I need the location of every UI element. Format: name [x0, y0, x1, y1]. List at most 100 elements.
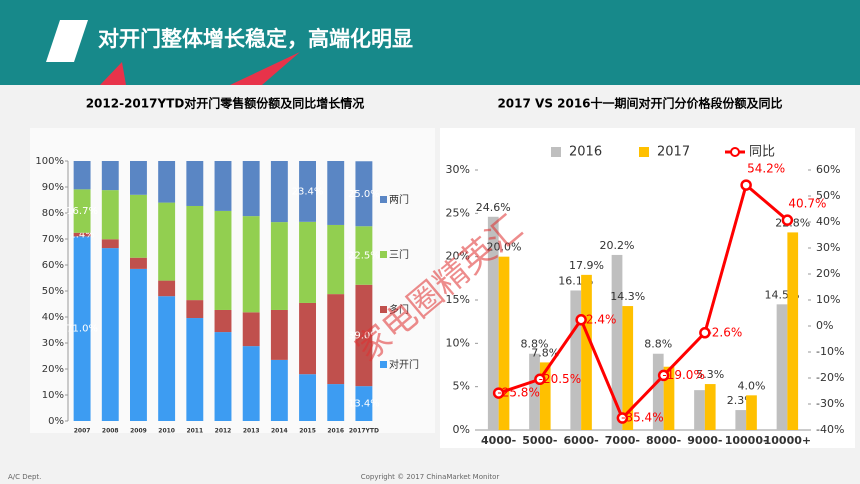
bar-segment: [73, 236, 91, 421]
bar-segment: [186, 318, 204, 421]
bar-segment: [158, 280, 176, 297]
data-label: 40.7%: [788, 197, 826, 211]
y2-tick-label: 50%: [816, 189, 840, 202]
bar-segment: [270, 309, 288, 360]
data-label: 16.7%: [66, 206, 98, 217]
x-tick-label: 2008: [102, 428, 119, 435]
bar: [746, 395, 757, 430]
y-tick-label: 10%: [446, 336, 470, 349]
bar: [487, 216, 499, 430]
line-marker: [575, 314, 587, 326]
x-tick-label: 6000-: [564, 434, 599, 447]
bar-segment: [270, 359, 288, 421]
data-label: -20.5%: [539, 372, 581, 386]
bar-segment: [158, 202, 176, 281]
bar: [663, 366, 675, 430]
bar: [776, 304, 788, 430]
data-label: -2.6%: [707, 325, 742, 339]
legend-label: 同比: [749, 145, 775, 160]
bar-segment: [299, 302, 316, 375]
x-tick-label: 2016: [327, 428, 344, 435]
bar-segment: [73, 161, 91, 190]
y2-tick-label: 20%: [816, 267, 840, 280]
bar: [787, 232, 799, 430]
x-tick-label: 10000+: [764, 434, 812, 447]
legend-swatch: [380, 196, 387, 203]
data-label: 5.3%: [696, 368, 724, 381]
bar-segment: [214, 309, 232, 333]
decor: [230, 52, 300, 85]
bar-segment: [299, 374, 316, 421]
data-label: 23.4%: [292, 186, 324, 197]
y-tick-label: 60%: [42, 260, 64, 271]
bar-segment: [242, 346, 260, 421]
y-tick-label: 30%: [42, 338, 64, 349]
legend-label: 多门: [389, 303, 409, 316]
bar-segment: [158, 296, 176, 421]
bar: [622, 306, 634, 430]
bar-segment: [130, 194, 147, 258]
data-label: -25.8%: [497, 386, 539, 400]
data-label: 14.3%: [610, 290, 645, 303]
bar: [570, 290, 582, 430]
bar-segment: [186, 205, 204, 301]
bar-segment: [130, 257, 147, 269]
bar: [611, 254, 623, 430]
y-tick-label: 100%: [35, 156, 64, 167]
x-tick-label: 2014: [271, 428, 288, 435]
y-tick-label: 40%: [42, 312, 64, 323]
y-tick-label: 50%: [42, 286, 64, 297]
bar-segment: [327, 294, 345, 385]
bar-segment: [299, 221, 316, 303]
data-label: 54.2%: [747, 162, 785, 176]
bar-segment: [101, 239, 119, 249]
x-tick-label: 10000-: [725, 434, 768, 447]
y-tick-label: 20%: [446, 250, 470, 263]
data-label: 71.0%: [66, 324, 98, 335]
data-label: 8.8%: [521, 338, 549, 351]
y2-tick-label: 40%: [816, 215, 840, 228]
header-icon: [46, 20, 88, 62]
line-marker: [534, 373, 546, 386]
x-tick-label: 8000-: [646, 434, 681, 447]
bar: [581, 274, 592, 430]
bar-segment: [355, 386, 373, 421]
legend-swatch: [380, 306, 387, 313]
bar-segment: [355, 226, 373, 285]
data-label: 4.0%: [738, 379, 766, 392]
y-tick-label: 80%: [42, 208, 64, 219]
bar-segment: [299, 161, 316, 222]
bar-segment: [327, 384, 345, 421]
footer-left: A/C Dept.: [8, 473, 41, 481]
y2-tick-label: -30%: [816, 397, 844, 410]
chart-title: 2017 VS 2016十一期间对开门分价格段份额及同比: [497, 96, 782, 111]
x-tick-label: 9000-: [687, 434, 722, 447]
x-tick-label: 2013: [243, 428, 260, 435]
header-band: [0, 0, 860, 85]
x-tick-label: 2010: [158, 428, 175, 435]
y2-tick-label: 60%: [816, 163, 840, 176]
x-tick-label: 2015: [299, 428, 316, 435]
y-tick-label: 0%: [453, 423, 470, 436]
data-label: -19.0%: [662, 368, 704, 382]
bar-segment: [270, 222, 288, 310]
legend-label: 2017: [657, 145, 690, 160]
y-tick-label: 0%: [48, 416, 64, 427]
bar: [652, 353, 664, 430]
x-tick-label: 2007: [74, 428, 91, 435]
x-tick-label: 2011: [186, 428, 203, 435]
y-tick-label: 70%: [42, 234, 64, 245]
data-label: 24.6%: [476, 201, 511, 214]
y-tick-label: 15%: [446, 293, 470, 306]
bar: [529, 353, 540, 430]
bar-segment: [101, 190, 119, 240]
data-label: 25.0%: [348, 189, 380, 200]
legend-label: 2016: [569, 145, 602, 160]
x-tick-label: 4000-: [481, 434, 516, 447]
bar-segment: [130, 161, 147, 195]
bar-segment: [327, 224, 345, 295]
bar: [694, 390, 705, 430]
data-label: 7.8%: [531, 346, 559, 359]
x-tick-label: 2009: [130, 428, 147, 435]
